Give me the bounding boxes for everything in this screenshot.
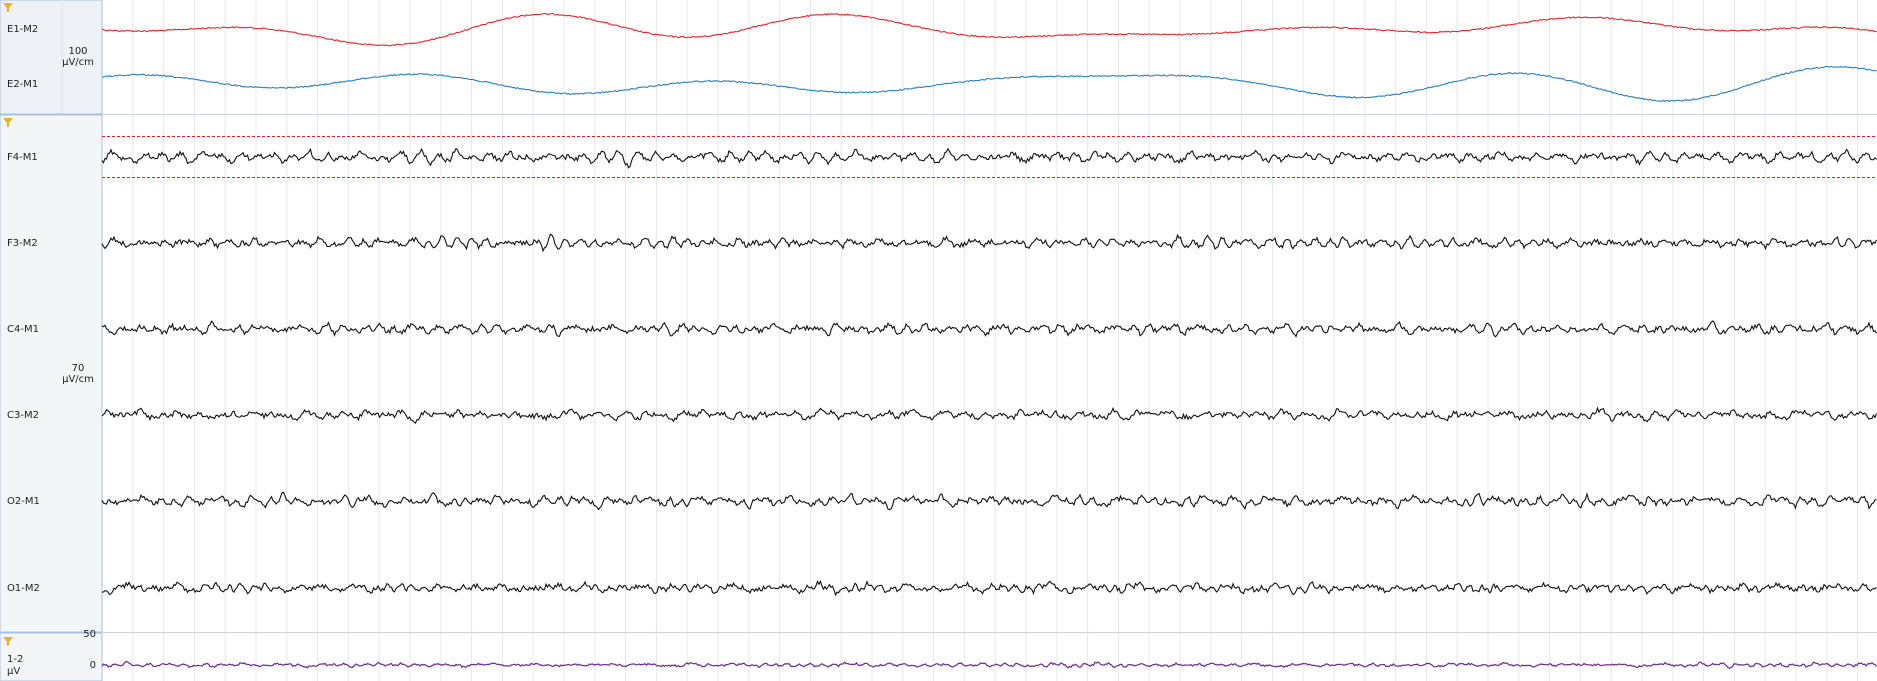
waveform	[102, 65, 1877, 103]
panel-sidebar	[0, 114, 103, 633]
tick-label: 50	[83, 629, 96, 640]
channel-label: C3-M2	[7, 410, 39, 421]
waveform	[101, 233, 1877, 253]
bottom-label: 1-2	[7, 654, 23, 665]
channel-label: F4-M1	[7, 152, 38, 163]
channel-label: C4-M1	[7, 324, 39, 335]
panel-sidebar	[0, 632, 103, 681]
filter-icon[interactable]	[3, 118, 13, 127]
scale-unit: µV/cm	[62, 57, 94, 68]
scale-value: 100	[68, 46, 87, 57]
filter-icon[interactable]	[3, 637, 13, 646]
scale-value: 70	[72, 363, 85, 374]
channel-label: F3-M2	[7, 238, 38, 249]
panel-sidebar	[0, 0, 103, 115]
channel-label: O2-M1	[7, 496, 40, 507]
waveform	[101, 660, 1877, 669]
waveform	[101, 579, 1877, 597]
channel-label: E1-M2	[7, 24, 38, 35]
bottom-unit: µV	[7, 666, 20, 677]
waveform	[101, 491, 1877, 511]
waveform	[101, 12, 1877, 47]
channel-label: O1-M2	[7, 583, 40, 594]
filter-icon[interactable]	[3, 3, 13, 12]
scale-unit: µV/cm	[62, 374, 94, 385]
waveform	[101, 147, 1877, 169]
waveform	[101, 406, 1877, 424]
waveform	[101, 320, 1877, 338]
tick-label: 0	[90, 660, 96, 671]
channel-label: E2-M1	[7, 79, 38, 90]
